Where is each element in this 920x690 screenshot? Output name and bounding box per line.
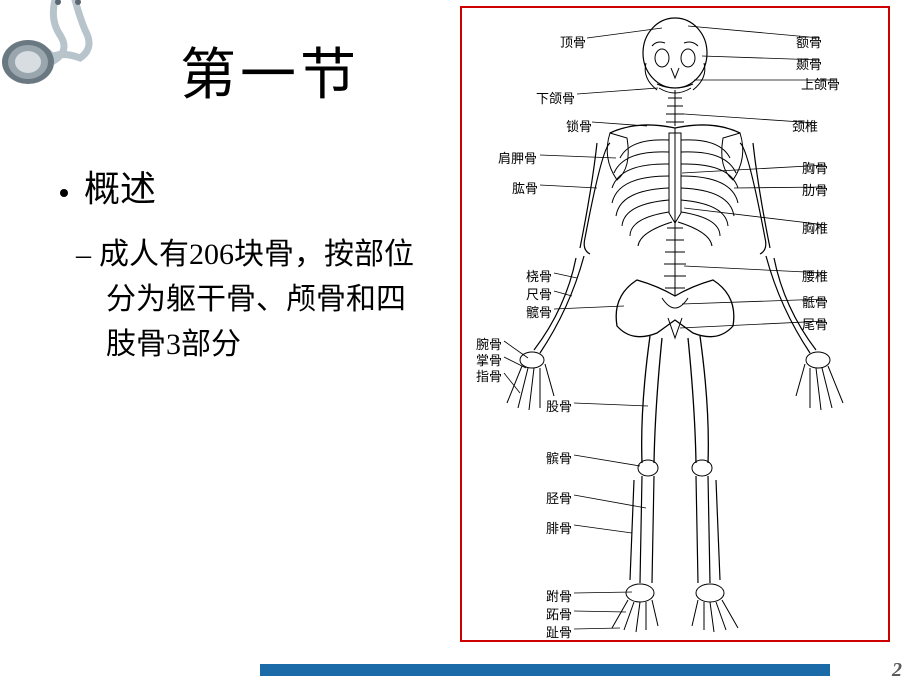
- overview-heading: 概述: [60, 160, 430, 212]
- diagram-label: 跖骨: [546, 604, 572, 623]
- diagram-label: 腓骨: [546, 518, 572, 537]
- content-area: 概述 –成人有206块骨，按部位分为躯干骨、颅骨和四肢骨3部分: [60, 160, 430, 367]
- page-number: 2: [892, 659, 902, 682]
- diagram-label: 尾骨: [802, 314, 828, 333]
- diagram-label: 肋骨: [802, 180, 828, 199]
- diagram-label: 趾骨: [546, 622, 572, 641]
- diagram-label: 颈椎: [792, 116, 818, 135]
- diagram-label: 股骨: [546, 396, 572, 415]
- diagram-label: 胸骨: [802, 158, 828, 177]
- overview-body-text: 成人有206块骨，按部位分为躯干骨、颅骨和四肢骨3部分: [99, 238, 414, 361]
- diagram-label: 顶骨: [560, 32, 586, 51]
- bullet-icon: [60, 189, 68, 197]
- dash-icon: –: [76, 238, 91, 271]
- skeleton-diagram: 顶骨下颌骨锁骨肩胛骨肱骨桡骨尺骨髋骨腕骨掌骨指骨股骨髌骨胫骨腓骨跗骨跖骨趾骨额骨…: [460, 6, 890, 642]
- diagram-label: 胸椎: [802, 218, 828, 237]
- diagram-label: 肩胛骨: [498, 148, 537, 167]
- diagram-label: 骶骨: [802, 292, 828, 311]
- diagram-label: 胫骨: [546, 488, 572, 507]
- diagram-label: 锁骨: [566, 116, 592, 135]
- diagram-label: 指骨: [476, 366, 502, 385]
- overview-heading-text: 概述: [84, 169, 156, 209]
- diagram-label: 颞骨: [796, 54, 822, 73]
- diagram-label: 髌骨: [546, 448, 572, 467]
- diagram-label: 桡骨: [526, 266, 552, 285]
- overview-body: –成人有206块骨，按部位分为躯干骨、颅骨和四肢骨3部分: [60, 232, 430, 367]
- diagram-label: 上颌骨: [801, 74, 840, 93]
- diagram-label: 腰椎: [802, 266, 828, 285]
- diagram-label: 跗骨: [546, 586, 572, 605]
- diagram-label: 下颌骨: [536, 88, 575, 107]
- stethoscope-icon: [0, 0, 130, 100]
- footer-bar: [260, 664, 830, 676]
- page-title: 第一节: [180, 30, 360, 111]
- diagram-label: 髋骨: [526, 302, 552, 321]
- diagram-label: 额骨: [796, 32, 822, 51]
- diagram-label: 肱骨: [512, 178, 538, 197]
- diagram-label: 尺骨: [526, 284, 552, 303]
